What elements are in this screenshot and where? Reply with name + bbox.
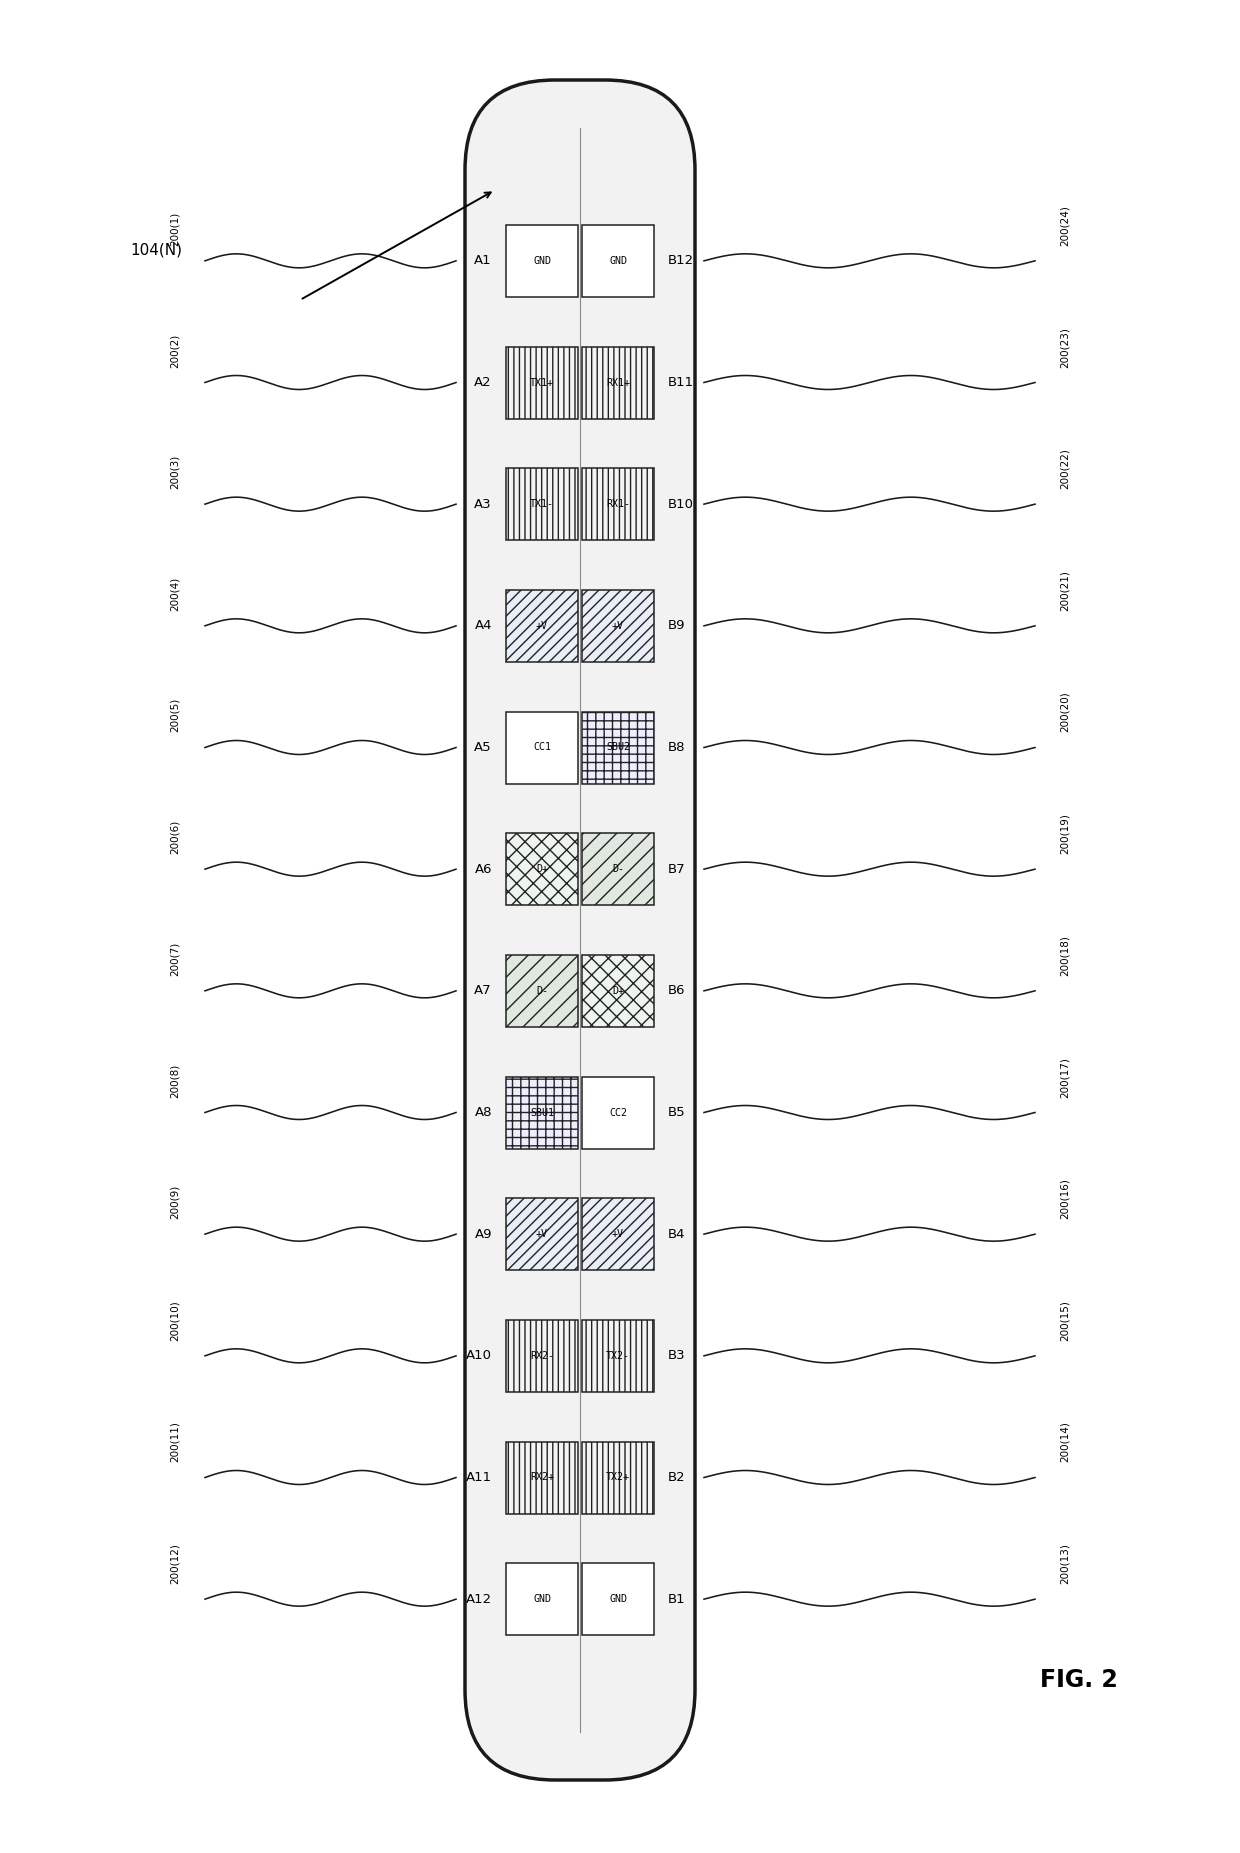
Bar: [582, 1199, 653, 1269]
Text: 104(N): 104(N): [130, 243, 182, 258]
Text: 200(7): 200(7): [170, 941, 180, 977]
Text: B4: B4: [668, 1229, 686, 1242]
Text: +V: +V: [536, 1229, 548, 1240]
Text: A9: A9: [475, 1229, 492, 1242]
Text: 200(12): 200(12): [170, 1544, 180, 1584]
Text: RX2-: RX2-: [529, 1351, 554, 1360]
Text: A10: A10: [466, 1349, 492, 1362]
Text: +V: +V: [613, 621, 624, 630]
Text: B1: B1: [668, 1594, 686, 1607]
Text: 200(1): 200(1): [170, 211, 180, 246]
Text: SBU1: SBU1: [529, 1108, 554, 1117]
Text: A11: A11: [466, 1471, 492, 1484]
Text: 200(24): 200(24): [1060, 206, 1070, 246]
Text: +V: +V: [613, 1229, 624, 1240]
Text: B10: B10: [668, 498, 694, 511]
Bar: [506, 834, 578, 904]
Text: A7: A7: [475, 984, 492, 997]
Text: 200(6): 200(6): [170, 819, 180, 854]
Text: GND: GND: [609, 1594, 627, 1605]
Text: RX1-: RX1-: [606, 498, 630, 510]
Text: B11: B11: [668, 376, 694, 389]
Bar: [582, 834, 653, 904]
Text: D+: D+: [536, 863, 548, 875]
Bar: [582, 224, 653, 296]
Text: A8: A8: [475, 1106, 492, 1119]
Text: B12: B12: [668, 254, 694, 267]
Text: 200(9): 200(9): [170, 1184, 180, 1219]
Text: 200(3): 200(3): [170, 456, 180, 489]
Bar: [582, 1564, 653, 1634]
Text: A4: A4: [475, 619, 492, 632]
Bar: [582, 954, 653, 1027]
Bar: [582, 347, 653, 419]
Text: D-: D-: [536, 986, 548, 995]
Text: 200(22): 200(22): [1060, 448, 1070, 489]
Text: 200(17): 200(17): [1060, 1056, 1070, 1097]
Text: 200(4): 200(4): [170, 576, 180, 611]
Bar: [506, 224, 578, 296]
Text: 200(14): 200(14): [1060, 1421, 1070, 1462]
Bar: [506, 1442, 578, 1514]
Text: 200(15): 200(15): [1060, 1301, 1070, 1342]
Bar: [582, 469, 653, 541]
Text: B8: B8: [668, 741, 686, 754]
Text: RX1+: RX1+: [606, 378, 630, 387]
Text: 200(13): 200(13): [1060, 1544, 1070, 1584]
Text: 200(5): 200(5): [170, 699, 180, 732]
Text: A6: A6: [475, 863, 492, 876]
Text: 200(20): 200(20): [1060, 691, 1070, 732]
Bar: [506, 1199, 578, 1269]
Bar: [506, 469, 578, 541]
Text: GND: GND: [609, 256, 627, 265]
Text: B7: B7: [668, 863, 686, 876]
Bar: [506, 954, 578, 1027]
Text: B3: B3: [668, 1349, 686, 1362]
Text: TX2+: TX2+: [606, 1473, 630, 1482]
Bar: [506, 1564, 578, 1634]
Bar: [582, 712, 653, 784]
Text: 200(8): 200(8): [170, 1064, 180, 1097]
Text: TX2-: TX2-: [606, 1351, 630, 1360]
Text: SBU2: SBU2: [606, 743, 630, 752]
Text: B6: B6: [668, 984, 686, 997]
Text: B9: B9: [668, 619, 686, 632]
Bar: [582, 589, 653, 662]
Text: D-: D-: [613, 863, 624, 875]
Text: 200(10): 200(10): [170, 1301, 180, 1342]
FancyBboxPatch shape: [465, 80, 694, 1781]
Text: 200(23): 200(23): [1060, 326, 1070, 367]
Text: GND: GND: [533, 1594, 551, 1605]
Text: B5: B5: [668, 1106, 686, 1119]
Text: A3: A3: [475, 498, 492, 511]
Text: 200(21): 200(21): [1060, 571, 1070, 611]
Text: TX1-: TX1-: [529, 498, 554, 510]
Text: FIG. 2: FIG. 2: [1040, 1668, 1117, 1692]
Text: 200(11): 200(11): [170, 1421, 180, 1462]
Bar: [506, 1319, 578, 1392]
Text: 200(16): 200(16): [1060, 1179, 1070, 1219]
Text: +V: +V: [536, 621, 548, 630]
Text: A1: A1: [475, 254, 492, 267]
Bar: [582, 1442, 653, 1514]
Text: 200(18): 200(18): [1060, 936, 1070, 977]
Text: RX2+: RX2+: [529, 1473, 554, 1482]
Text: 200(19): 200(19): [1060, 813, 1070, 854]
Text: B2: B2: [668, 1471, 686, 1484]
Bar: [506, 589, 578, 662]
Bar: [582, 1077, 653, 1149]
Text: 200(2): 200(2): [170, 334, 180, 367]
Text: CC2: CC2: [609, 1108, 627, 1117]
Text: D+: D+: [613, 986, 624, 995]
Text: A12: A12: [466, 1594, 492, 1607]
Text: GND: GND: [533, 256, 551, 265]
Bar: [506, 712, 578, 784]
Bar: [506, 347, 578, 419]
Text: A5: A5: [475, 741, 492, 754]
Text: A2: A2: [475, 376, 492, 389]
Text: CC1: CC1: [533, 743, 551, 752]
Bar: [582, 1319, 653, 1392]
Text: TX1+: TX1+: [529, 378, 554, 387]
Bar: [506, 1077, 578, 1149]
